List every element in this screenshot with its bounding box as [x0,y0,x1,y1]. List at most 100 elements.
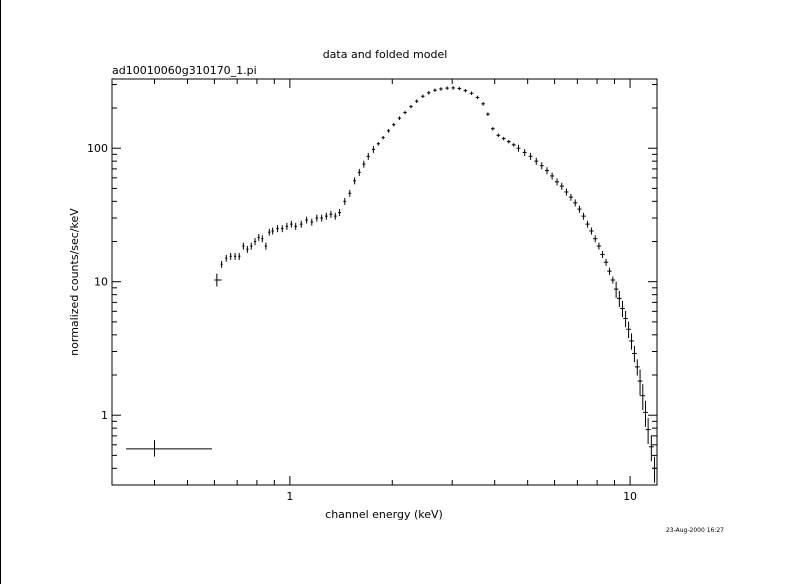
x-tick-label: 1 [286,490,293,503]
data-point [613,281,619,298]
data-point [421,94,425,99]
data-point [573,199,578,207]
data-point [501,136,506,141]
data-point [506,139,511,144]
data-point [585,220,590,228]
data-point [626,321,631,339]
data-point [427,91,431,95]
data-point [457,86,462,91]
data-point [645,418,651,445]
data-point [634,359,640,376]
data-point [238,252,241,260]
data-point [589,227,594,235]
y-tick-label: 1 [101,409,108,422]
data-point [229,252,232,260]
data-point [648,435,654,462]
data-point [600,251,605,259]
data-point [315,214,319,222]
data-point [603,258,609,266]
data-point [290,220,293,228]
data-point [640,384,646,411]
data-point [253,238,257,246]
data-point [281,225,284,233]
data-point [362,160,366,168]
data-point [620,300,625,318]
axis-tick-labels: 1 10 1 10 100 [87,142,637,503]
data-point [637,369,643,396]
data-point [475,95,480,100]
y-axis-label: normalized counts/sec/keV [68,208,81,356]
data-point [126,440,212,457]
axis-ticks [111,79,657,486]
data-point [555,178,560,186]
data-point [371,146,375,153]
data-point [577,205,582,213]
data-point [305,216,308,224]
data-point [643,400,648,427]
data-point [463,88,468,93]
data-point [516,144,521,152]
data-point [214,273,222,287]
data-points [126,86,657,483]
data-point [496,133,501,138]
data-point [581,212,586,220]
data-point [242,242,245,250]
data-point [397,116,402,120]
data-point [550,172,555,180]
data-point [310,218,314,226]
data-point [250,242,253,250]
data-point [617,290,622,308]
chart-subtitle: ad10010060g310170_1.pi [112,64,257,77]
data-point [366,152,370,160]
data-point [264,242,268,250]
y-tick-label: 100 [87,142,108,155]
data-point [233,252,237,260]
data-point [392,122,396,127]
data-point [528,152,533,160]
data-point [596,242,602,250]
x-tick-label: 10 [623,490,637,503]
data-point [357,168,361,176]
data-point [333,212,337,220]
data-point [607,267,612,275]
data-point [324,212,328,220]
data-point [376,142,380,146]
chart-title: data and folded model [323,48,448,61]
data-point [386,129,391,133]
data-point [623,310,628,328]
data-point [629,333,634,350]
data-point [481,102,485,106]
data-point [381,135,385,140]
data-point [276,225,279,233]
page-left-border [0,0,1,584]
data-point [329,210,333,218]
data-point [285,222,289,230]
data-point [445,86,449,90]
data-point [353,177,357,185]
data-point [220,260,223,268]
data-point [271,227,274,235]
data-point [439,87,443,91]
data-point [545,167,550,175]
data-point [415,99,419,103]
data-point [564,188,569,196]
data-point [246,245,249,253]
data-point [433,88,437,92]
data-point [225,254,228,262]
data-point [632,345,637,363]
data-point [299,220,303,228]
data-point [320,214,324,222]
data-point [257,233,260,241]
data-point [343,197,347,205]
x-axis-label: channel energy (keV) [325,508,443,521]
timestamp: 23-Aug-2000 16:27 [666,527,724,534]
data-point [348,189,352,197]
data-point [539,162,544,170]
data-point [559,182,564,190]
data-point [403,110,407,115]
data-point [261,235,264,243]
data-point [652,456,657,483]
data-point [268,228,271,236]
data-point [486,112,490,116]
